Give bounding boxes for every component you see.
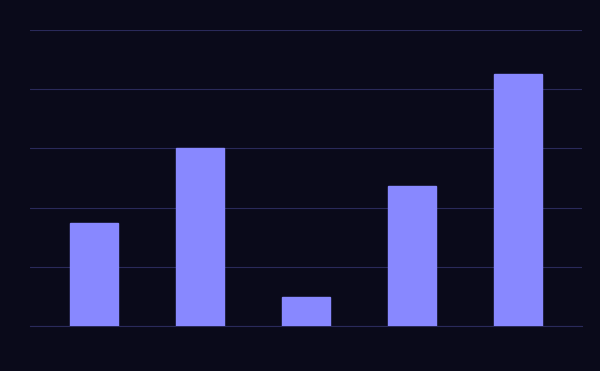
Bar xyxy=(176,148,224,326)
Bar xyxy=(388,186,436,326)
Bar xyxy=(70,223,118,326)
Bar xyxy=(282,297,330,326)
Bar xyxy=(494,74,542,326)
